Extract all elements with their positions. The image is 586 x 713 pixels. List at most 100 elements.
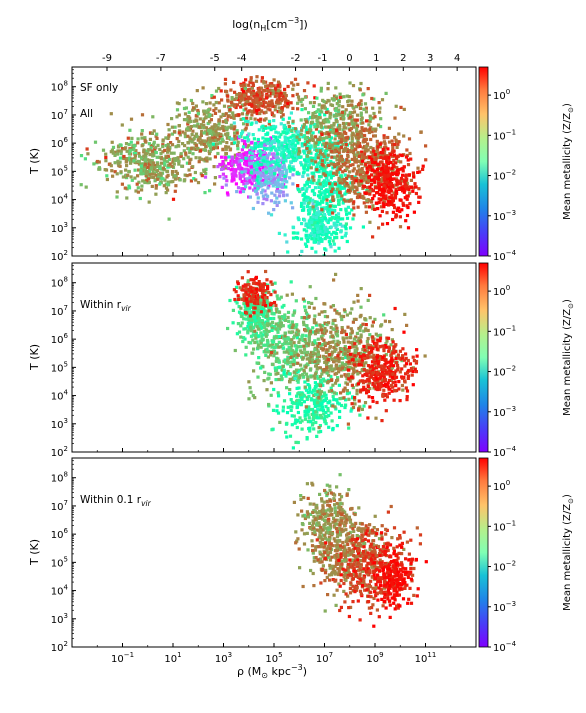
scatter-point bbox=[371, 116, 375, 120]
scatter-point bbox=[240, 139, 244, 143]
scatter-point bbox=[154, 134, 158, 138]
scatter-point bbox=[335, 169, 339, 173]
scatter-point bbox=[210, 113, 214, 117]
scatter-point bbox=[307, 146, 312, 150]
scatter-point bbox=[314, 127, 319, 131]
scatter-point bbox=[306, 328, 310, 332]
scatter-point bbox=[247, 102, 251, 106]
top-tick-label: 2 bbox=[400, 53, 406, 64]
scatter-point bbox=[391, 198, 395, 202]
scatter-point bbox=[266, 186, 270, 190]
scatter-point bbox=[309, 232, 313, 236]
scatter-point bbox=[256, 196, 260, 200]
scatter-point bbox=[309, 144, 313, 148]
scatter-point bbox=[249, 303, 253, 307]
scatter-point bbox=[255, 293, 259, 297]
scatter-point bbox=[390, 166, 394, 170]
scatter-point bbox=[255, 183, 259, 187]
scatter-point bbox=[407, 137, 412, 141]
scatter-point bbox=[284, 155, 288, 160]
scatter-point bbox=[288, 348, 292, 352]
scatter-point bbox=[381, 156, 385, 160]
scatter-point bbox=[291, 231, 295, 235]
scatter-point bbox=[352, 213, 356, 217]
scatter-point bbox=[238, 190, 242, 194]
scatter-point bbox=[368, 156, 372, 160]
scatter-point bbox=[340, 224, 344, 228]
scatter-point bbox=[238, 171, 242, 176]
scatter-point bbox=[324, 410, 328, 415]
scatter-point bbox=[285, 128, 289, 132]
scatter-point bbox=[225, 136, 229, 140]
scatter-point bbox=[281, 405, 285, 409]
scatter-point bbox=[304, 125, 308, 129]
scatter-point bbox=[335, 366, 339, 371]
scatter-point bbox=[305, 135, 309, 140]
scatter-point bbox=[291, 313, 295, 317]
scatter-point bbox=[168, 162, 172, 166]
scatter-point bbox=[313, 111, 317, 115]
scatter-point bbox=[154, 192, 158, 196]
scatter-point bbox=[314, 141, 318, 145]
scatter-point bbox=[382, 146, 386, 150]
scatter-point bbox=[341, 113, 345, 118]
scatter-point bbox=[266, 104, 271, 108]
scatter-point bbox=[274, 322, 278, 326]
scatter-point bbox=[166, 180, 170, 184]
scatter-point bbox=[239, 306, 243, 310]
scatter-point bbox=[382, 134, 386, 138]
scatter-point bbox=[147, 173, 152, 177]
scatter-point bbox=[370, 168, 374, 172]
scatter-point bbox=[388, 176, 392, 180]
scatter-point bbox=[237, 305, 241, 309]
scatter-point bbox=[343, 224, 347, 228]
scatter-point bbox=[350, 407, 354, 411]
scatter-point bbox=[286, 405, 290, 409]
scatter-point bbox=[217, 101, 221, 105]
scatter-point bbox=[337, 199, 341, 203]
scatter-point bbox=[316, 337, 320, 341]
scatter-point bbox=[241, 152, 245, 156]
scatter-point bbox=[287, 324, 291, 328]
scatter-point bbox=[289, 111, 293, 115]
scatter-point bbox=[337, 127, 341, 131]
scatter-point bbox=[183, 144, 187, 148]
scatter-point bbox=[220, 98, 224, 102]
scatter-point bbox=[402, 165, 406, 169]
scatter-point bbox=[313, 221, 317, 225]
scatter-point bbox=[166, 122, 170, 127]
scatter-point bbox=[318, 269, 321, 272]
scatter-point bbox=[266, 194, 270, 198]
scatter-point bbox=[340, 160, 345, 164]
scatter-point bbox=[118, 160, 122, 164]
scatter-point bbox=[229, 115, 233, 119]
scatter-point bbox=[310, 223, 314, 227]
scatter-point bbox=[149, 175, 153, 179]
scatter-point bbox=[387, 200, 391, 204]
scatter-point bbox=[335, 149, 339, 153]
scatter-point bbox=[281, 194, 286, 198]
scatter-point bbox=[368, 119, 372, 123]
scatter-point bbox=[315, 238, 319, 242]
scatter-point bbox=[295, 157, 299, 161]
scatter-point bbox=[282, 153, 286, 157]
scatter-point bbox=[300, 397, 304, 402]
scatter-point bbox=[395, 145, 399, 149]
scatter-point bbox=[166, 154, 170, 158]
scatter-point bbox=[130, 178, 134, 182]
scatter-point bbox=[302, 228, 306, 232]
scatter-point bbox=[214, 146, 218, 150]
scatter-point bbox=[318, 402, 322, 406]
scatter-point bbox=[191, 152, 195, 156]
scatter-point bbox=[321, 333, 325, 337]
scatter-point bbox=[353, 158, 357, 162]
scatter-point bbox=[323, 217, 327, 221]
scatter-point bbox=[340, 235, 344, 239]
scatter-point bbox=[250, 151, 255, 155]
scatter-point bbox=[296, 419, 300, 423]
scatter-point bbox=[259, 151, 263, 155]
scatter-point bbox=[343, 234, 347, 238]
scatter-point bbox=[147, 169, 151, 173]
scatter-point bbox=[355, 172, 359, 176]
scatter-point bbox=[375, 170, 379, 175]
